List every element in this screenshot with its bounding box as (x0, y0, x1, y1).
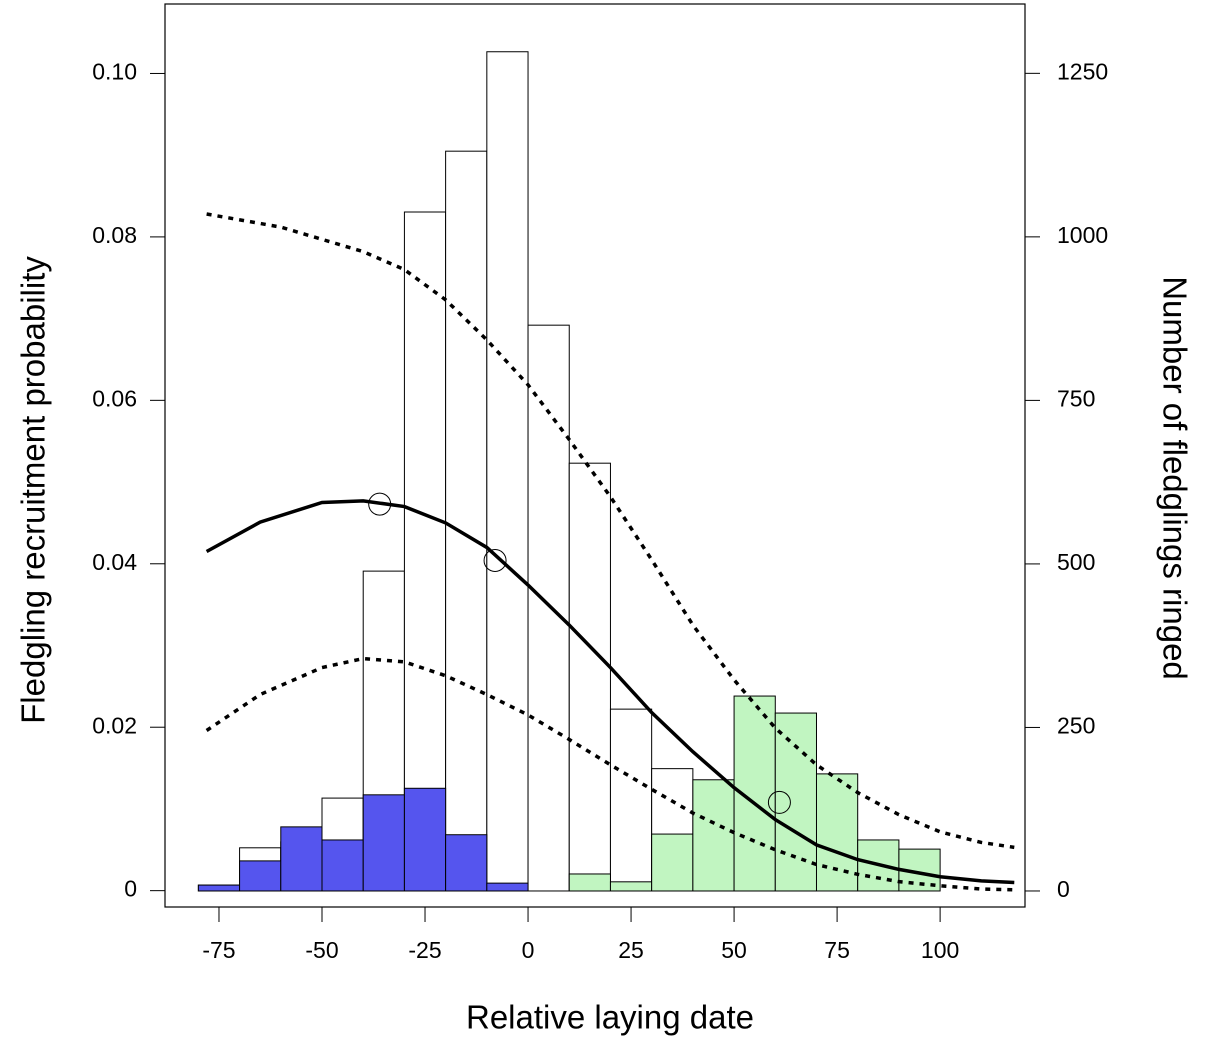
y2-tick-label: 1000 (1057, 222, 1108, 248)
y-tick-label: 0.10 (92, 59, 137, 85)
histogram-bar (568, 873, 611, 892)
histogram-bar (609, 708, 653, 892)
x-tick-label: -25 (408, 937, 441, 963)
y-axis-label: Fledgling recruitment probability (15, 256, 52, 724)
histogram-bar (486, 882, 529, 892)
x-axis-label: Relative laying date (466, 999, 754, 1036)
y-tick-label: 0.08 (92, 222, 137, 248)
x-tick-label: 50 (721, 937, 747, 963)
point (483, 549, 507, 573)
histogram-bar (321, 839, 364, 892)
histogram-bar (445, 834, 488, 892)
point (368, 492, 392, 516)
histogram-bar (197, 884, 241, 892)
y-tick-label: 0.04 (92, 549, 137, 575)
histogram-bar (280, 826, 323, 892)
histogram-bar (815, 773, 859, 892)
curve-line (206, 212, 1015, 850)
histogram-bar (568, 462, 611, 892)
y2-tick-label: 250 (1057, 713, 1095, 739)
histogram-bar (651, 833, 694, 892)
histogram-bar (527, 324, 570, 892)
y2-tick-label: 1250 (1057, 58, 1108, 84)
histogram-bar (403, 787, 447, 892)
y2-tick-label: 500 (1057, 549, 1095, 575)
x-tick-label: -75 (202, 937, 235, 963)
histogram-bar (609, 881, 653, 892)
histogram-bar (445, 150, 488, 892)
histogram-bar (774, 712, 817, 892)
x-tick-label: -50 (305, 937, 338, 963)
y2-tick-label: 0 (1057, 876, 1070, 902)
y2-axis-label: Number of fledglings ringed (1156, 276, 1193, 680)
point (767, 790, 791, 814)
histogram-bar (486, 51, 529, 892)
histogram-bar (239, 860, 282, 892)
curve-line (205, 499, 1015, 885)
x-tick-label: 100 (921, 937, 959, 963)
histogram-bar (362, 794, 405, 892)
plot-frame (164, 3, 1026, 908)
y-tick-label: 0.06 (92, 385, 137, 411)
histogram-bar (403, 211, 447, 892)
x-tick-label: 75 (824, 937, 850, 963)
histogram-bar (692, 779, 735, 892)
x-tick-label: 0 (522, 937, 535, 963)
y-tick-label: 0 (124, 876, 137, 902)
y-tick-label: 0.02 (92, 712, 137, 738)
y2-tick-label: 750 (1057, 385, 1095, 411)
x-tick-label: 25 (618, 937, 644, 963)
